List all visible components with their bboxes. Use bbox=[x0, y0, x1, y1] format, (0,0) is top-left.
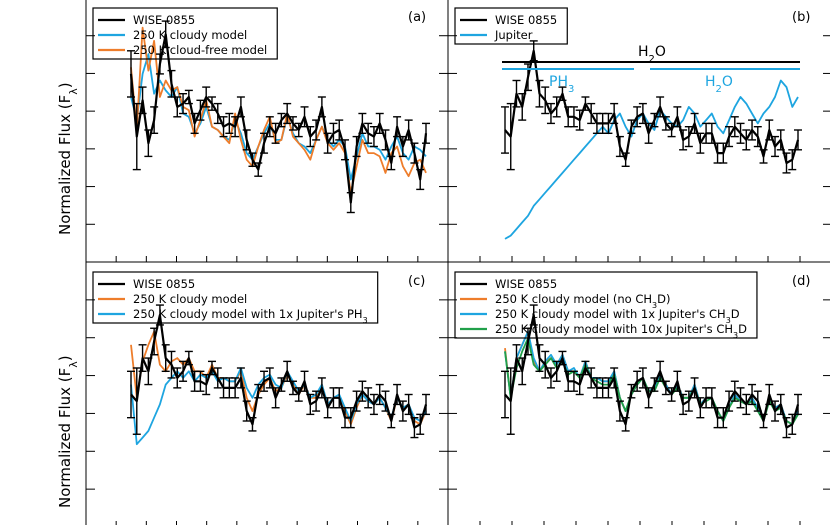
ylabel-top: Normalized Flux (Fλ) bbox=[56, 82, 80, 235]
panel-frame bbox=[447, 261, 830, 525]
legend-label: WISE 0855 bbox=[133, 13, 195, 27]
panel-label: (b) bbox=[792, 10, 810, 25]
legend-sub: 3 bbox=[733, 331, 738, 340]
annotation-label: PH3 bbox=[549, 74, 574, 95]
annotation-sub: 2 bbox=[649, 54, 655, 65]
panel-label: (a) bbox=[408, 10, 426, 25]
legend-label: 250 K cloudy model with 10x Jupiter's CH… bbox=[495, 322, 747, 340]
legend-sub: 3 bbox=[363, 316, 368, 325]
annotation-sub: 3 bbox=[568, 84, 574, 95]
legend-label: 250 K cloudy model with 1x Jupiter's CH3… bbox=[495, 307, 740, 325]
legend-text: WISE 0855 bbox=[495, 277, 557, 291]
legend-label: WISE 0855 bbox=[133, 277, 195, 291]
legend-label: 250 K cloudy model bbox=[133, 292, 247, 306]
legend-text: 250 K cloudy model with 1x Jupiter's PH bbox=[133, 307, 363, 321]
legend-label: 250 K cloudy model (no CH3D) bbox=[495, 292, 670, 310]
legend-sub: 3 bbox=[726, 316, 731, 325]
annotation-text: PH bbox=[549, 74, 568, 90]
legend-box bbox=[92, 271, 379, 324]
annotation-tail: O bbox=[655, 44, 666, 60]
legend-sub: 3 bbox=[652, 301, 657, 310]
legend-label: 250 K cloudy model with 1x Jupiter's PH3 bbox=[133, 307, 368, 325]
legend-text: WISE 0855 bbox=[495, 13, 557, 27]
legend-label: 250 K cloud-free model bbox=[133, 43, 267, 57]
legend-label: WISE 0855 bbox=[495, 277, 557, 291]
legend-box bbox=[454, 7, 568, 45]
legend-text: 250 K cloudy model (no CH bbox=[495, 292, 652, 306]
legend-text: 250 K cloudy model with 10x Jupiter's CH bbox=[495, 322, 733, 336]
legend-text: WISE 0855 bbox=[133, 277, 195, 291]
legend-label: Jupiter bbox=[494, 28, 533, 42]
legend-text: 250 K cloudy model bbox=[133, 292, 247, 306]
legend-tail: D bbox=[738, 322, 747, 336]
legend-text: 250 K cloudy model bbox=[133, 28, 247, 42]
panel-label: (d) bbox=[792, 274, 810, 289]
series-line-250-k-cloudy-model bbox=[130, 53, 427, 181]
annotation-sub: 2 bbox=[716, 84, 722, 95]
legend-text: WISE 0855 bbox=[133, 13, 195, 27]
legend-box bbox=[92, 7, 278, 60]
annotation-text: H bbox=[705, 74, 716, 90]
legend-box bbox=[454, 271, 758, 339]
legend-text: 250 K cloud-free model bbox=[133, 43, 267, 57]
legend-tail: D) bbox=[657, 292, 670, 306]
legend-text: Jupiter bbox=[494, 28, 533, 42]
annotation-text: H bbox=[638, 44, 649, 60]
legend-label: 250 K cloudy model bbox=[133, 28, 247, 42]
ylabel-bottom: Normalized Flux (Fλ) bbox=[56, 355, 80, 508]
legend-text: 250 K cloudy model with 1x Jupiter's CH bbox=[495, 307, 726, 321]
panel-label: (c) bbox=[408, 274, 425, 289]
legend-label: WISE 0855 bbox=[495, 13, 557, 27]
series-line-250-k-cloudy-model-with-1x-jupiter-s-ph3 bbox=[130, 367, 427, 446]
legend-tail: D bbox=[731, 307, 740, 321]
annotation-label: H2O bbox=[638, 44, 666, 65]
annotation-label: H2O bbox=[705, 74, 733, 95]
annotation-tail: O bbox=[722, 74, 733, 90]
